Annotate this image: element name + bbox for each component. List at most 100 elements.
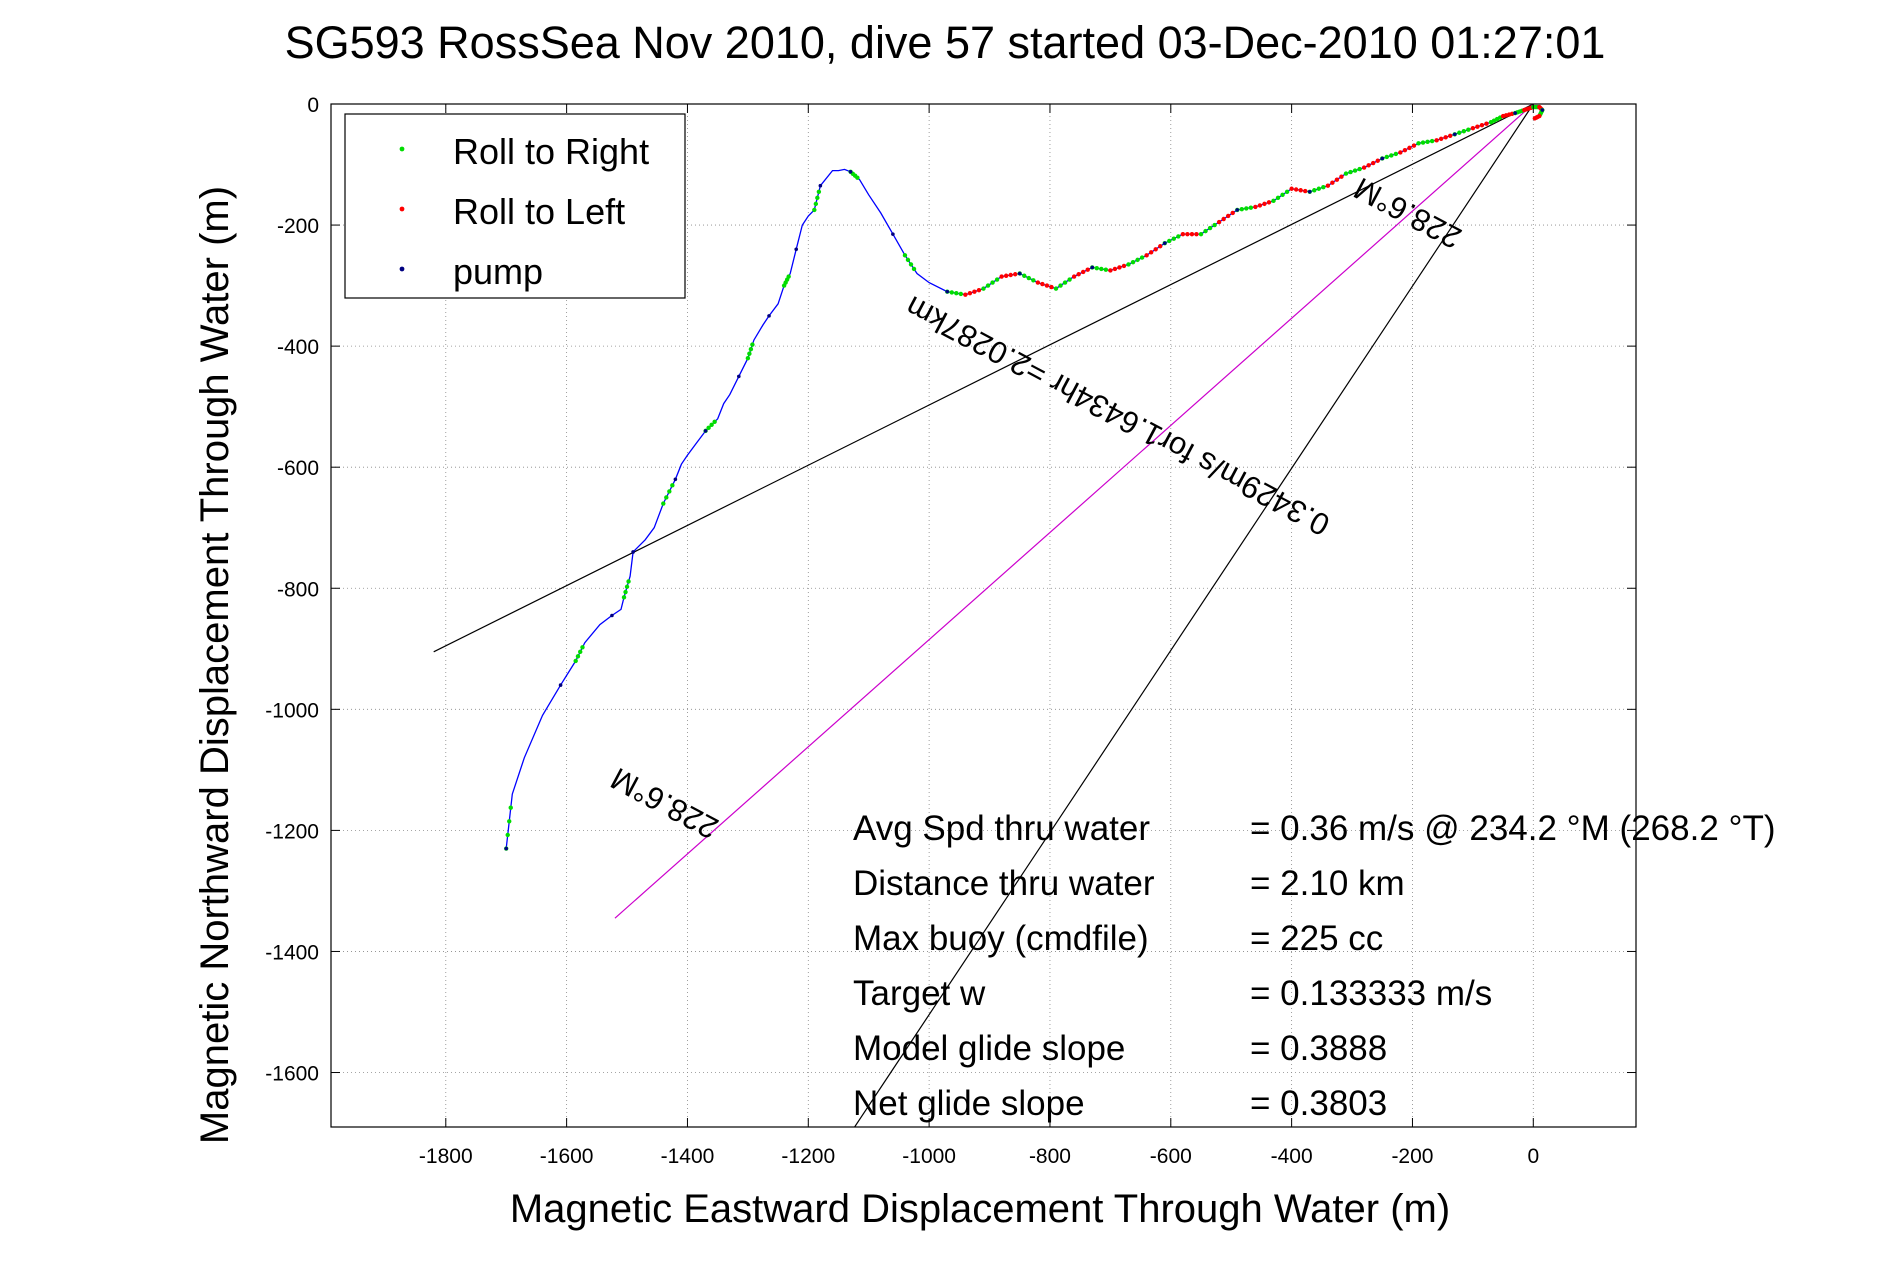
roll-marker xyxy=(747,351,752,356)
y-tick-label: 0 xyxy=(307,94,319,117)
roll-marker xyxy=(902,253,908,258)
roll-marker xyxy=(985,283,991,288)
roll-marker xyxy=(621,595,627,600)
reference-lines xyxy=(433,104,1534,1127)
pump-marker xyxy=(848,169,853,174)
roll-marker xyxy=(623,589,628,595)
stat-label: Model glide slope xyxy=(853,1029,1125,1068)
roll-marker xyxy=(1239,206,1244,212)
roll-marker xyxy=(1348,169,1353,175)
roll-marker xyxy=(712,419,717,424)
roll-marker xyxy=(1262,201,1267,207)
pump-marker xyxy=(673,477,678,482)
roll-marker xyxy=(748,346,754,352)
legend-label: pump xyxy=(453,251,543,292)
roll-marker xyxy=(1216,219,1222,225)
roll-marker xyxy=(1429,138,1435,144)
pump-marker xyxy=(1380,156,1385,161)
roll-marker xyxy=(745,356,751,361)
legend-label: Roll to Right xyxy=(453,131,649,172)
pump-marker xyxy=(1513,111,1517,115)
grid xyxy=(331,103,1636,1127)
roll-marker xyxy=(1293,187,1299,192)
plot-frame xyxy=(330,103,1637,1128)
roll-marker xyxy=(1461,129,1467,134)
pump-marker xyxy=(767,314,771,318)
stat-value: = 0.3888 xyxy=(1250,1029,1387,1068)
roll-marker xyxy=(1248,205,1254,210)
y-tick-label: -1600 xyxy=(265,1063,319,1086)
stat-label: Distance thru water xyxy=(853,864,1155,903)
roll-marker xyxy=(786,274,791,279)
roll-marker xyxy=(750,342,755,347)
roll-marker xyxy=(1203,228,1208,234)
x-tick-label: -1400 xyxy=(661,1145,715,1168)
roll-marker xyxy=(954,290,959,296)
pump-marker xyxy=(818,183,823,188)
stat-value: = 2.10 km xyxy=(1250,864,1405,903)
roll-marker xyxy=(1058,283,1063,288)
pump-marker xyxy=(891,232,895,236)
roll-marker xyxy=(1425,139,1430,145)
roll-marker xyxy=(1003,273,1009,278)
roll-marker xyxy=(1271,198,1276,204)
annotations: 228.6°M0.3429m/s for1.6434hr =2.0287km22… xyxy=(605,171,1467,846)
roll-marker xyxy=(1411,143,1417,148)
roll-marker xyxy=(1330,180,1335,185)
y-tick-label: -400 xyxy=(277,336,319,359)
reference-line xyxy=(853,104,1534,1127)
stat-label: Avg Spd thru water xyxy=(853,809,1150,848)
roll-marker xyxy=(1139,255,1145,260)
roll-marker xyxy=(1244,206,1249,211)
roll-marker xyxy=(1443,135,1448,140)
roll-marker xyxy=(976,287,982,293)
roll-marker xyxy=(1398,150,1403,155)
pump-marker xyxy=(504,846,509,851)
roll-marker xyxy=(1289,186,1294,191)
chart-title: SG593 RossSea Nov 2010, dive 57 started … xyxy=(285,17,1606,68)
roll-marker xyxy=(507,819,512,824)
pump-marker xyxy=(1452,132,1457,137)
roll-marker xyxy=(972,289,977,294)
roll-marker xyxy=(1071,274,1077,279)
x-tick-label: -400 xyxy=(1271,1145,1313,1168)
roll-marker xyxy=(1171,236,1177,241)
roll-marker xyxy=(1257,203,1263,208)
roll-marker xyxy=(1158,244,1163,249)
pump-marker xyxy=(1235,208,1240,212)
roll-marker xyxy=(981,286,986,291)
roll-marker xyxy=(508,805,513,810)
stat-label: Target w xyxy=(853,974,986,1013)
legend-marker xyxy=(399,206,405,212)
roll-marker xyxy=(1117,265,1122,270)
roll-marker xyxy=(1153,247,1158,252)
x-axis-label: Magnetic Eastward Displacement Through W… xyxy=(510,1187,1450,1231)
roll-marker xyxy=(1062,280,1068,285)
pump-marker xyxy=(703,429,708,433)
roll-marker xyxy=(1407,145,1412,151)
line-annotation: 228.6°M xyxy=(605,761,724,846)
roll-marker xyxy=(999,274,1004,279)
roll-marker xyxy=(911,266,917,272)
roll-marker xyxy=(1221,216,1226,222)
roll-marker xyxy=(1230,210,1235,216)
roll-marker xyxy=(1167,238,1172,244)
roll-marker xyxy=(815,195,820,201)
pump-marker xyxy=(1090,265,1095,270)
roll-marker xyxy=(1144,253,1149,258)
roll-marker xyxy=(1284,189,1290,194)
roll-marker xyxy=(1194,231,1199,237)
roll-marker xyxy=(709,422,714,428)
roll-marker xyxy=(1076,272,1081,277)
roll-marker xyxy=(661,501,666,506)
roll-marker xyxy=(816,189,822,194)
stat-label: Max buoy (cmdfile) xyxy=(853,919,1149,958)
roll-marker xyxy=(855,175,860,180)
roll-marker xyxy=(626,579,631,584)
roll-marker xyxy=(1339,174,1344,179)
roll-marker xyxy=(1022,273,1027,278)
roll-marker xyxy=(958,291,964,297)
roll-marker xyxy=(994,277,1000,282)
roll-marker xyxy=(1475,124,1480,129)
roll-marker xyxy=(1303,188,1308,194)
